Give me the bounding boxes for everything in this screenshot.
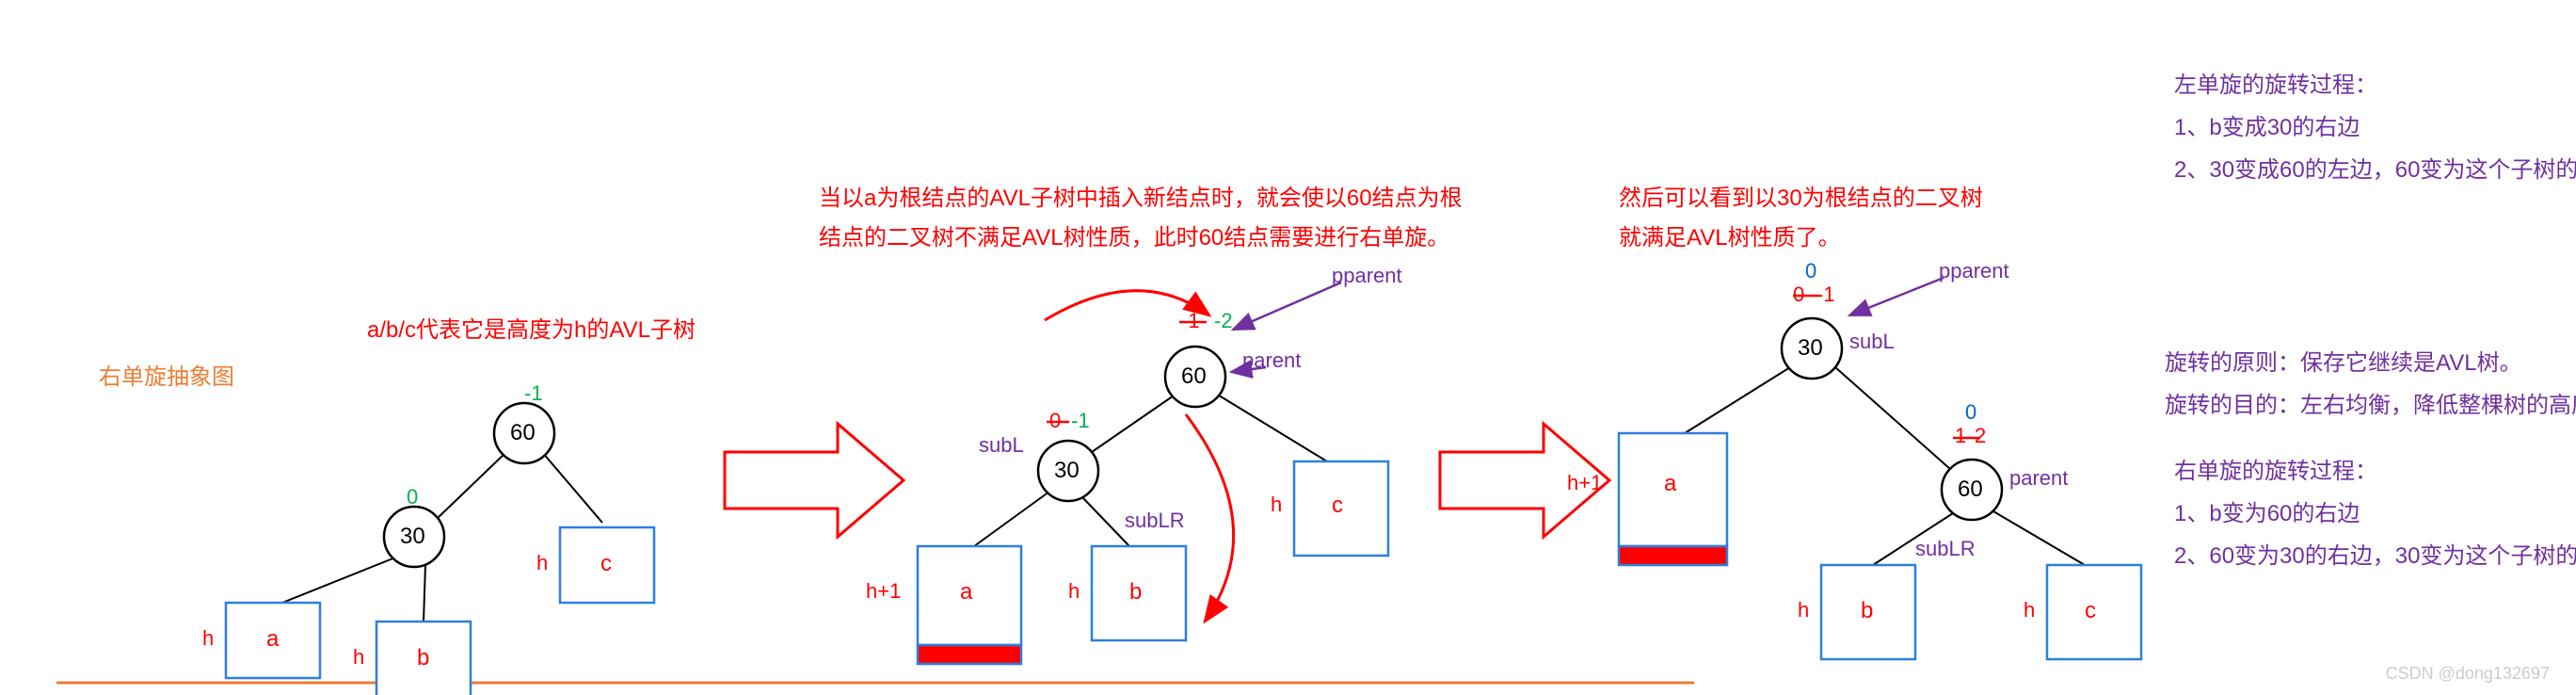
t1-a: a	[266, 626, 279, 653]
t1-bf30: 0	[407, 485, 418, 509]
t3-60: 60	[1958, 477, 1983, 503]
t1-ha: h	[202, 626, 214, 651]
t3-hc: h	[2024, 598, 2035, 622]
t2-bf60-new: -2	[1214, 309, 1233, 333]
t3-bf30-zero: 0	[1805, 259, 1816, 283]
t2-bf30-new: -1	[1071, 409, 1090, 433]
t2-c: c	[1332, 493, 1343, 519]
principle: 旋转的原则：保存它继续是AVL树。	[2165, 344, 2522, 377]
caption-r-1: 然后可以看到以30为根结点的二叉树	[1619, 179, 1983, 212]
t3-bf30-new: -1	[1816, 283, 1835, 307]
t3-30: 30	[1798, 335, 1823, 362]
caption-mid-1: 当以a为根结点的AVL子树中插入新结点时，就会使以60结点为根	[819, 179, 1463, 212]
t1-hc: h	[536, 551, 548, 575]
t3-hb: h	[1798, 598, 1809, 622]
t2-subLR: subLR	[1125, 509, 1185, 533]
t2-ha: h+1	[866, 579, 901, 604]
t2-a: a	[960, 579, 972, 606]
t3-subL: subL	[1849, 330, 1895, 354]
left-rot-1: 1、b变成30的右边	[2174, 108, 2360, 141]
t3-bf30-old: 0	[1793, 283, 1804, 307]
right-rot-title: 右单旋的旋转过程：	[2174, 452, 2377, 485]
t2-hc: h	[1271, 493, 1282, 517]
t3-b: b	[1861, 598, 1873, 624]
t1-hb: h	[353, 645, 364, 670]
caption-r-2: 就满足AVL树性质了。	[1619, 218, 1841, 251]
t2-pparent: pparent	[1332, 264, 1402, 288]
t3-pparent: pparent	[1939, 259, 2009, 283]
title: 右单旋抽象图	[99, 358, 234, 391]
t3-c: c	[2085, 598, 2096, 624]
watermark: CSDN @dong132697	[2386, 664, 2550, 684]
t2-b: b	[1129, 579, 1142, 606]
t3-ha: h+1	[1567, 471, 1602, 495]
left-rot-title: 左单旋的旋转过程：	[2174, 66, 2377, 99]
t3-parent: parent	[2009, 466, 2068, 491]
t2-bf30-old: 0	[1049, 409, 1061, 433]
diagram-canvas: 右单旋抽象图 a/b/c代表它是高度为h的AVL子树 60 30 -1 0 a …	[0, 0, 2576, 695]
t2-bf60-old: -1	[1181, 309, 1200, 333]
t2-subL: subL	[979, 433, 1024, 458]
t2-parent: parent	[1242, 348, 1301, 373]
header-note: a/b/c代表它是高度为h的AVL子树	[367, 311, 696, 344]
left-rot-2: 2、30变成60的左边，60变为这个子树的根。	[2174, 151, 2576, 184]
t3-a: a	[1664, 471, 1676, 497]
t2-60: 60	[1181, 364, 1207, 390]
right-rot-1: 1、b变为60的右边	[2174, 494, 2360, 527]
t3-subLR: subLR	[1915, 537, 1976, 561]
t1-c: c	[600, 551, 612, 577]
right-rot-2: 2、60变为30的右边，30变为这个子树的根结点。	[2174, 537, 2576, 570]
purpose: 旋转的目的：左右均衡，降低整棵树的高度。	[2165, 386, 2576, 419]
t2-30: 30	[1054, 458, 1080, 484]
t1-bf60: -1	[524, 381, 543, 406]
t3-bf60-old2: 2	[1975, 424, 1986, 448]
t1-b: b	[417, 645, 429, 671]
t3-bf60-old: 1	[1955, 424, 1966, 448]
big-arrow-1	[725, 424, 904, 537]
t1-30: 30	[400, 524, 425, 550]
t3-bf60-new: 0	[1965, 400, 1976, 425]
t2-hb: h	[1068, 579, 1080, 604]
t1-60: 60	[510, 420, 536, 446]
caption-mid-2: 结点的二叉树不满足AVL树性质，此时60结点需要进行右单旋。	[819, 218, 1449, 251]
